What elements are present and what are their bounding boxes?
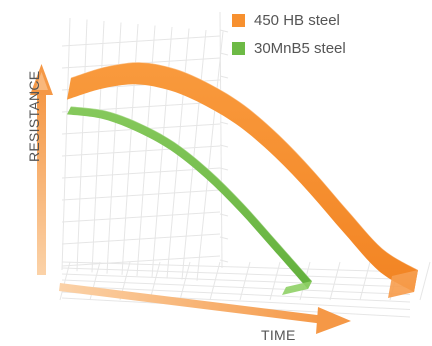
x-axis-arrow: [59, 283, 351, 334]
legend-swatch-green: [232, 41, 245, 55]
series-30mnb5-ribbon-end: [282, 281, 312, 295]
y-axis-label: RESISTANCE: [26, 70, 42, 162]
legend-swatch-orange: [232, 13, 245, 27]
x-axis-label: TIME: [261, 327, 296, 343]
legend-item-450hb: 450 HB steel: [232, 6, 346, 34]
series-450hb-ribbon: [67, 61, 419, 298]
series-450hb-ribbon-face: [67, 62, 418, 292]
series-30mnb5-ribbon: [67, 105, 313, 295]
legend: 450 HB steel 30MnB5 steel: [232, 6, 346, 62]
y-axis-arrow: [30, 64, 53, 275]
legend-label: 30MnB5 steel: [254, 39, 346, 57]
legend-label: 450 HB steel: [254, 11, 340, 29]
series-450hb-ribbon-end: [388, 270, 418, 298]
legend-item-30mnb5: 30MnB5 steel: [232, 34, 346, 62]
series-layer: [67, 61, 419, 298]
